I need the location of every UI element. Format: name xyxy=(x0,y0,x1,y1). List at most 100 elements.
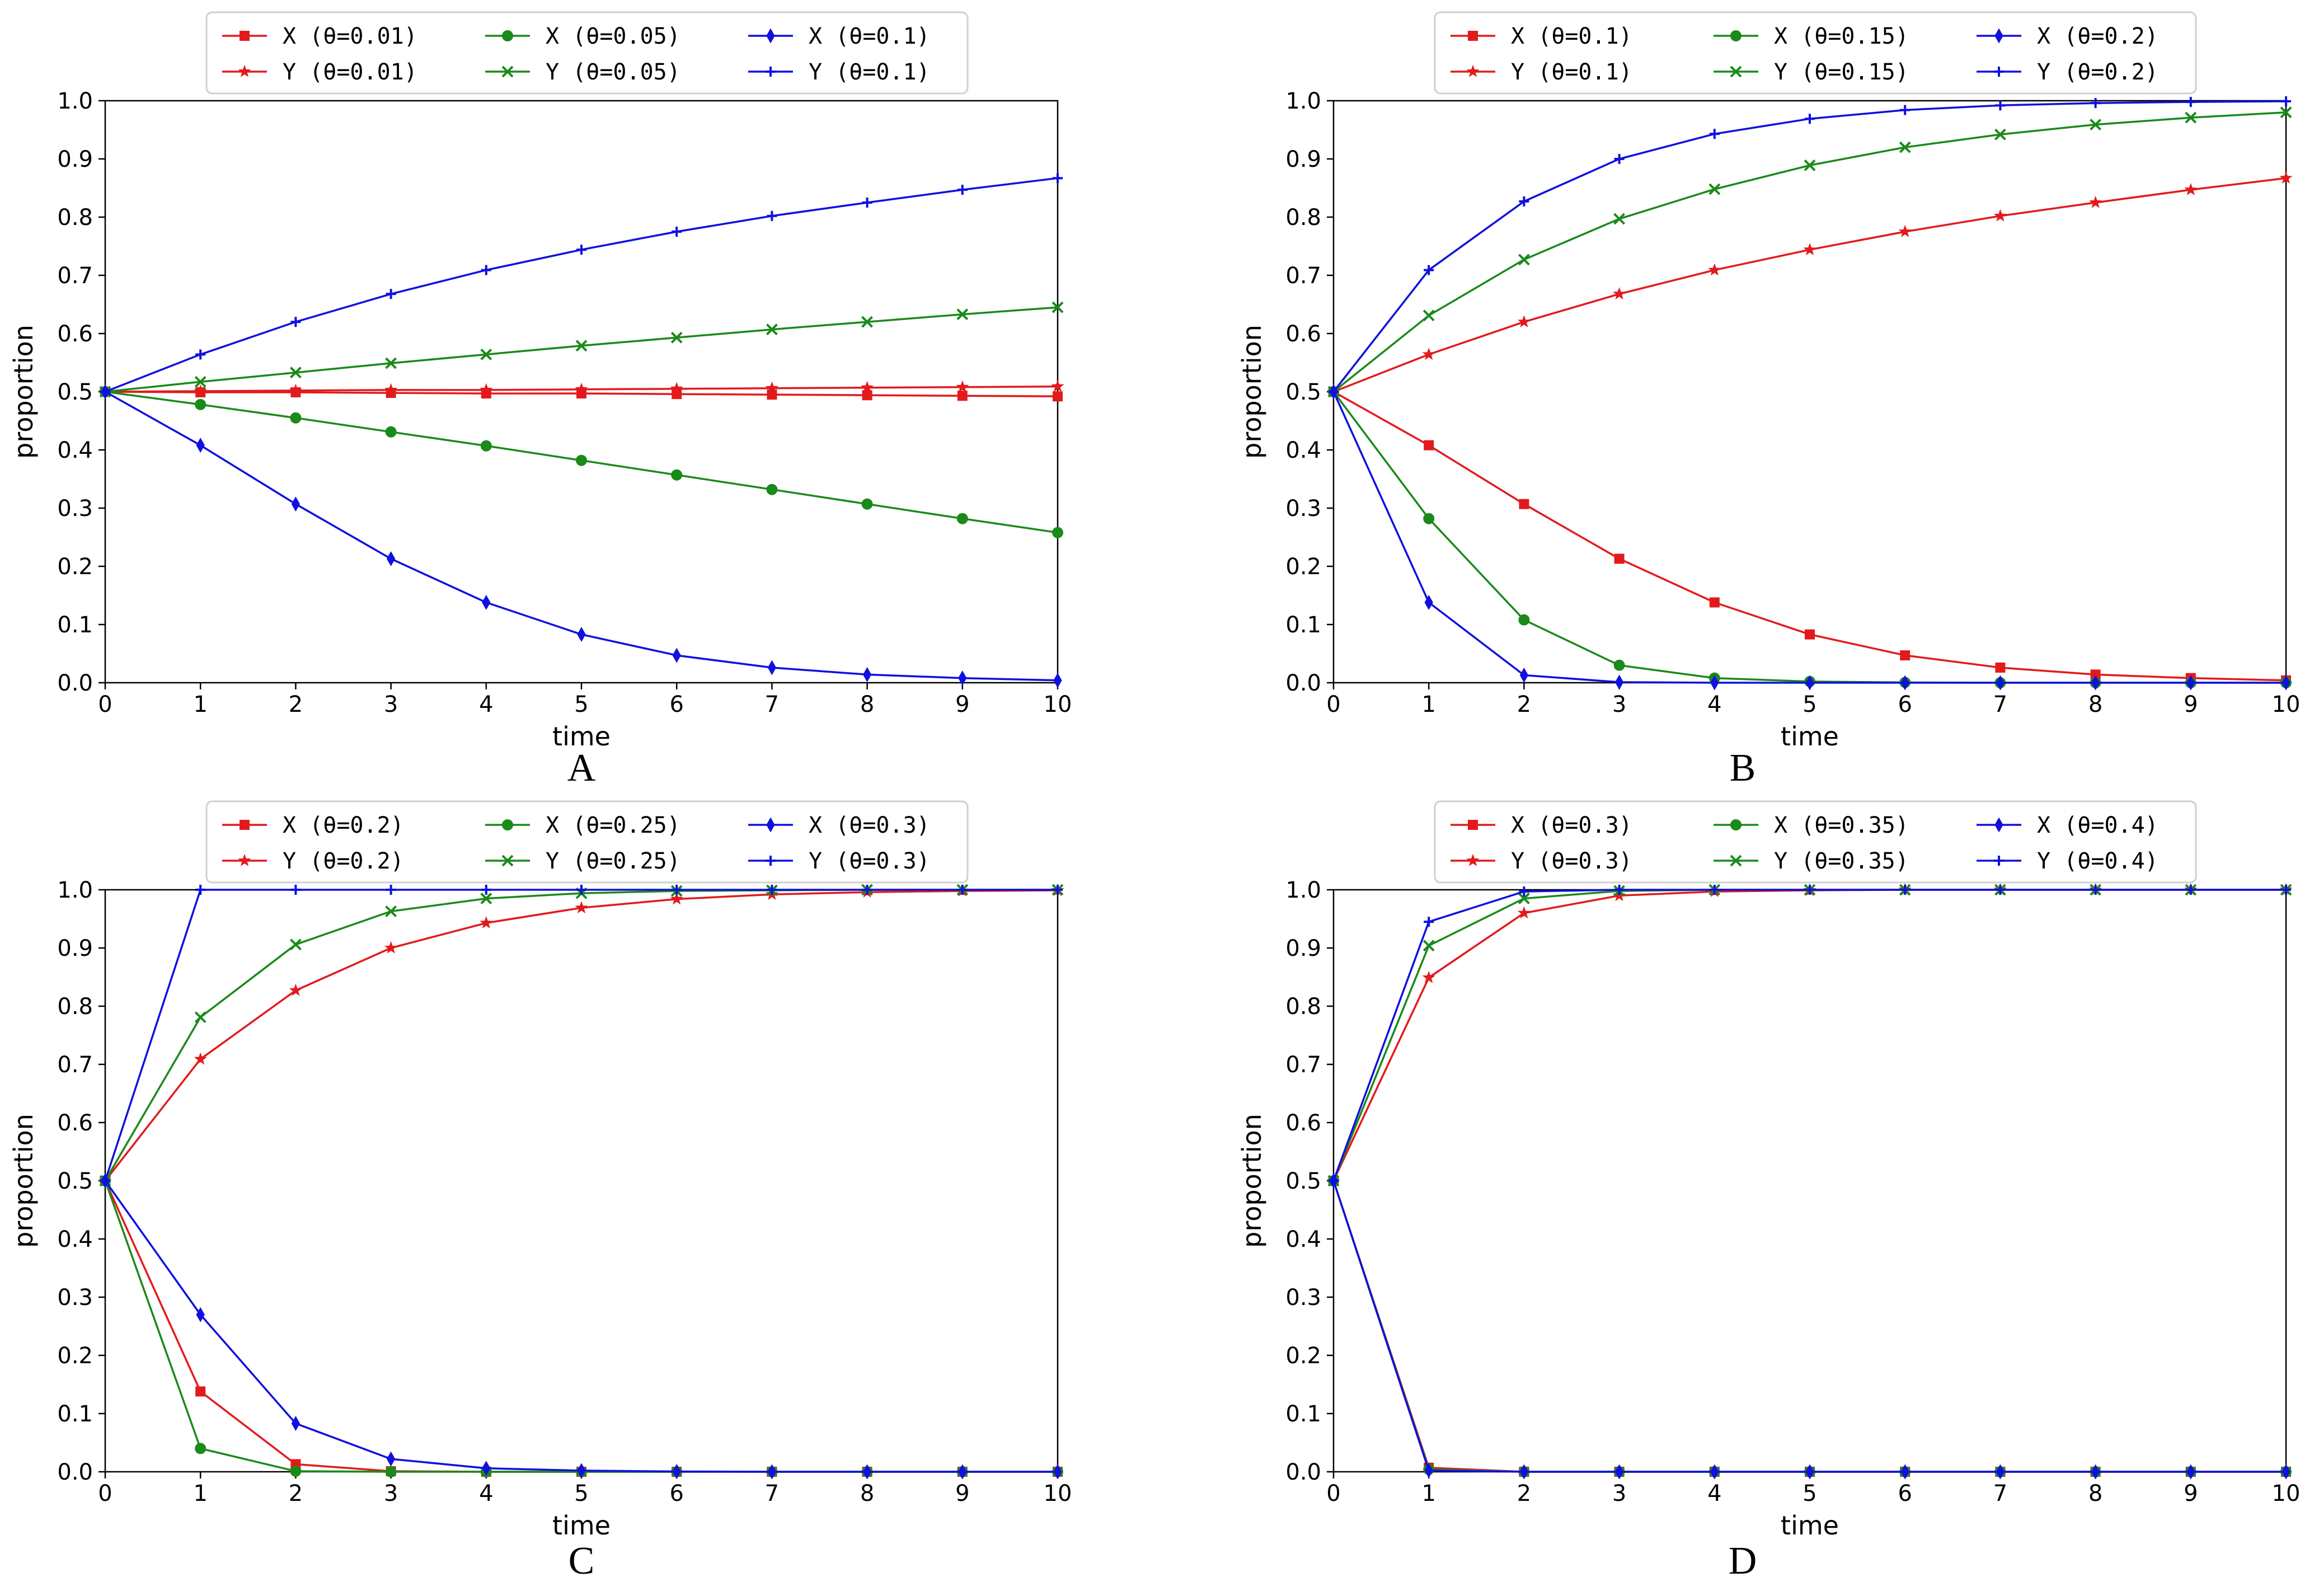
data-point xyxy=(2186,1464,2195,1480)
data-point xyxy=(576,885,586,895)
legend-swatch-marker xyxy=(238,853,251,866)
data-point xyxy=(862,1464,872,1480)
data-point xyxy=(2090,669,2101,680)
data-point xyxy=(1519,667,1529,683)
x-tick-label: 2 xyxy=(289,692,303,717)
y-tick-label: 0.5 xyxy=(1285,379,1321,405)
chart-panel-d: 0 1 2 3 4 5 6 7 8 9 10 0.0 0.1 0.2 0.3 0.4 0.5 0.6 0.7 0.8 0… xyxy=(1237,800,2300,1583)
legend-swatch-marker xyxy=(502,819,513,830)
data-point xyxy=(195,349,206,360)
y-tick-label: 0.9 xyxy=(1285,147,1321,172)
x-tick-label: 1 xyxy=(193,1481,207,1506)
data-point xyxy=(290,885,301,895)
data-point xyxy=(1709,129,1720,139)
panel-caption: D xyxy=(1729,1539,1757,1583)
y-tick-label: 0.0 xyxy=(1285,1459,1321,1485)
series-group xyxy=(98,173,1064,688)
series-2 xyxy=(1328,386,2292,688)
legend-entry: Y (θ=0.1) xyxy=(748,59,930,85)
data-point xyxy=(1710,1464,1719,1480)
data-point xyxy=(576,454,587,466)
y-tick-label: 0.7 xyxy=(57,1052,93,1078)
legend-entry: Y (θ=0.1) xyxy=(1451,59,1632,85)
data-point xyxy=(2090,885,2101,895)
series-line xyxy=(104,889,1058,1181)
x-tick-label: 10 xyxy=(1044,692,1072,717)
data-point xyxy=(195,398,206,410)
plot-area-frame xyxy=(1332,889,2287,1473)
data-point xyxy=(1424,917,1434,927)
y-tick-label: 0.5 xyxy=(1285,1168,1321,1194)
y-axis-title: proportion xyxy=(1237,1114,1267,1248)
data-point xyxy=(196,1307,205,1322)
y-tick-label: 0.1 xyxy=(57,612,93,638)
data-point xyxy=(480,349,492,360)
series-2 xyxy=(100,386,1063,538)
data-point xyxy=(1996,1464,2005,1480)
legend-entry: Y (θ=0.35) xyxy=(1714,848,1909,874)
chart-panel-c: 0 1 2 3 4 5 6 7 8 9 10 0.0 0.1 0.2 0.3 0.4 0.5 0.6 0.7 0.8 0… xyxy=(8,800,1072,1583)
legend-label: X (θ=0.2) xyxy=(2037,24,2158,49)
data-point xyxy=(575,340,588,352)
data-point xyxy=(861,316,874,328)
legend-frame xyxy=(1434,800,2197,884)
data-point xyxy=(957,885,968,895)
series-line xyxy=(1332,889,2286,1181)
data-point xyxy=(672,1463,681,1479)
data-point xyxy=(1423,309,1435,322)
legend-entry: X (θ=0.2) xyxy=(222,813,404,838)
series-line xyxy=(1332,889,2286,1181)
series-0 xyxy=(100,1176,1063,1477)
legend-label: Y (θ=0.3) xyxy=(1511,848,1632,874)
series-3 xyxy=(99,301,1064,398)
x-tick-label: 5 xyxy=(574,692,588,717)
legend-label: Y (θ=0.4) xyxy=(2037,848,2158,874)
data-point xyxy=(862,666,872,682)
y-tick-label: 1.0 xyxy=(1285,877,1321,903)
x-tick-label: 9 xyxy=(2184,1481,2198,1506)
data-point xyxy=(1805,629,1815,640)
data-point xyxy=(2282,675,2290,691)
y-tick-label: 1.0 xyxy=(57,88,93,114)
series-0 xyxy=(1329,387,2291,686)
data-point xyxy=(670,892,683,905)
data-point xyxy=(1519,196,1529,206)
data-point xyxy=(1804,159,1816,171)
series-2 xyxy=(100,1175,1063,1477)
data-point xyxy=(1329,387,1339,397)
legend-entry: X (θ=0.1) xyxy=(748,24,930,49)
data-point xyxy=(1329,1176,1339,1186)
data-point xyxy=(1900,1464,1909,1480)
data-point xyxy=(958,670,967,686)
y-tick-label: 0.7 xyxy=(1285,263,1321,289)
x-tick-label: 6 xyxy=(669,692,683,717)
x-tick-label: 7 xyxy=(1993,692,2007,717)
legend-swatch-marker xyxy=(501,65,514,78)
legend: X (θ=0.2) Y (θ=0.2) X (θ=0.25) Y (θ=0.25) X … xyxy=(205,800,969,884)
data-point xyxy=(195,1443,206,1454)
panel-caption: C xyxy=(569,1539,595,1583)
legend-frame xyxy=(1434,11,2197,95)
data-point xyxy=(1053,391,1063,402)
data-point xyxy=(1517,906,1531,919)
data-point xyxy=(385,357,397,369)
x-tick-label: 3 xyxy=(1612,1481,1626,1506)
data-point xyxy=(2185,111,2197,124)
y-tick-label: 0.8 xyxy=(1285,205,1321,231)
data-point xyxy=(2090,98,2101,109)
data-point xyxy=(2281,885,2291,895)
data-point xyxy=(1900,105,1911,115)
legend-swatch-marker xyxy=(501,855,514,867)
data-point xyxy=(2089,195,2102,208)
series-4 xyxy=(1329,384,2290,691)
series-line xyxy=(104,889,1058,1182)
data-point xyxy=(2279,171,2293,184)
chart-panel-b: 0 1 2 3 4 5 6 7 8 9 10 0.0 0.1 0.2 0.3 0.4 0.5 0.6 0.7 0.8 0… xyxy=(1237,11,2300,790)
legend-label: Y (θ=0.1) xyxy=(809,59,930,85)
data-point xyxy=(1614,553,1625,564)
data-point xyxy=(1613,659,1625,671)
x-tick-label: 9 xyxy=(2184,692,2198,717)
x-tick-label: 4 xyxy=(479,1481,493,1506)
y-axis-title: proportion xyxy=(8,1114,39,1248)
data-point xyxy=(195,1386,206,1397)
